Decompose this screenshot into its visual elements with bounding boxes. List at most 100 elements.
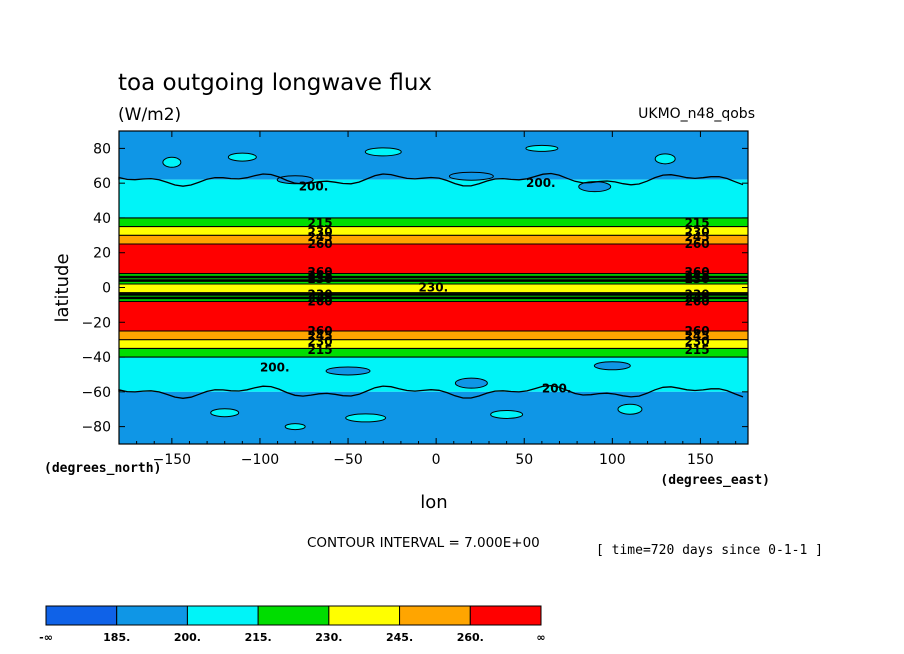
contour-label: 200. (260, 360, 290, 374)
contour-band (119, 226, 748, 236)
contour-label: 215 (308, 216, 333, 230)
contour-label: 245 (308, 329, 333, 343)
chart-title: toa outgoing longwave flux (118, 70, 432, 96)
contour-island (490, 409, 524, 419)
units-label: (W/m2) (118, 105, 181, 125)
contour-label: 230 (685, 272, 710, 286)
contour-band (119, 357, 748, 392)
colorbar-label: -∞ (39, 631, 53, 644)
contour-band (119, 217, 748, 227)
contour-island (654, 153, 676, 165)
contour-label: 245 (685, 230, 710, 244)
x-tick-label: −50 (333, 452, 363, 468)
contour-island (364, 147, 402, 157)
contour-label: 260 (308, 237, 333, 251)
contour-band (119, 131, 748, 180)
colorbar-label: 200. (174, 631, 201, 644)
contour-labels: 200. 200.21523024526021523024526026024523… (260, 176, 710, 395)
contour-island (210, 408, 240, 418)
contour-band (119, 273, 748, 285)
y-tick-label: 20 (93, 246, 111, 262)
colorbar-label: 245. (386, 631, 413, 644)
colorbar-label: 185. (103, 631, 130, 644)
contour-band (119, 330, 748, 340)
contour-island (448, 171, 494, 181)
contour-island (454, 377, 488, 389)
contour-label: 215 (685, 343, 710, 357)
colorbar-label: 230. (315, 631, 342, 644)
colorbar-swatch (328, 605, 401, 626)
x-tick-label: 100 (599, 452, 626, 468)
contour-lines (118, 172, 748, 399)
x-tick-label: −150 (153, 452, 191, 468)
y-units-label: (degrees_north) (44, 461, 161, 476)
x-tick-label: 150 (687, 452, 714, 468)
time-label: [ time=720 days since 0-1-1 ] (596, 543, 823, 558)
contour-band (119, 244, 748, 274)
contour-label: 260 (308, 324, 333, 338)
model-label: UKMO_n48_qobs (638, 106, 755, 122)
colorbar-swatch (257, 605, 330, 626)
y-tick-label: 80 (93, 141, 111, 157)
colorbar-swatch (116, 605, 188, 626)
contour-line (118, 384, 744, 399)
plot-area: 200. 200.21523024526021523024526026024523… (81, 130, 749, 468)
y-ticks: 80 60 40 20 0 −20 −40 −60 −80 (81, 141, 748, 436)
colorbar-label: 215. (245, 631, 272, 644)
y-tick-label: −60 (81, 385, 111, 401)
contour-island (162, 156, 182, 168)
colorbar-label: ∞ (536, 631, 545, 644)
contour-label: 245 (308, 230, 333, 244)
contour-island (345, 413, 387, 423)
contour-band (119, 339, 748, 349)
contour-island (593, 361, 631, 371)
contour-label: 215 (308, 343, 333, 357)
x-units-label: (degrees_east) (660, 473, 770, 488)
y-tick-label: −20 (81, 315, 111, 331)
contour-label: 230 (308, 225, 333, 239)
x-tick-label: −100 (241, 452, 279, 468)
contour-label: 230 (308, 334, 333, 348)
contour-label: 260 (308, 265, 333, 279)
contour-band (119, 391, 748, 444)
x-ticks: −150 −100 −50 0 50 100 150 (136, 131, 737, 468)
colorbar-swatch (45, 605, 118, 626)
contour-line (118, 172, 744, 187)
contour-islands (162, 144, 676, 431)
y-tick-label: −80 (81, 420, 111, 436)
y-axis-label: latitude (52, 253, 73, 322)
contour-label: 260 (685, 265, 710, 279)
contour-label: 200. (542, 381, 572, 395)
contour-band (119, 301, 748, 331)
contour-label: 260 (685, 324, 710, 338)
contour-interval-label: CONTOUR INTERVAL = 7.000E+00 (307, 535, 540, 551)
contour-label: 200. (526, 176, 556, 190)
contour-island (325, 366, 371, 376)
contour-label: 230. (419, 281, 449, 295)
contour-label: 245 (308, 291, 333, 305)
contour-label: 200. (299, 180, 329, 194)
contour-label: 260 (308, 294, 333, 308)
x-tick-label: 0 (432, 452, 441, 468)
colorbar-label: 260. (457, 631, 484, 644)
x-axis-label: lon (420, 492, 447, 513)
contour-label: 260 (685, 237, 710, 251)
contour-label: 230 (685, 287, 710, 301)
contour-band (119, 348, 748, 358)
contour-label: 230 (685, 225, 710, 239)
contour-label: 230 (308, 287, 333, 301)
contour-label: 245 (685, 329, 710, 343)
contour-label: 245 (685, 291, 710, 305)
contour-band (119, 284, 748, 293)
y-tick-label: −40 (81, 350, 111, 366)
filled-contours (119, 131, 748, 444)
colorbar-swatch (469, 605, 542, 626)
contour-label: 230 (685, 334, 710, 348)
contour-island (284, 423, 306, 431)
contour-island (617, 403, 643, 415)
colorbar: -∞ 185. 200. 215. 230. 245. 260. ∞ (39, 605, 546, 644)
y-tick-label: 60 (93, 176, 111, 192)
contour-island (525, 144, 559, 152)
y-tick-label: 40 (93, 211, 111, 227)
